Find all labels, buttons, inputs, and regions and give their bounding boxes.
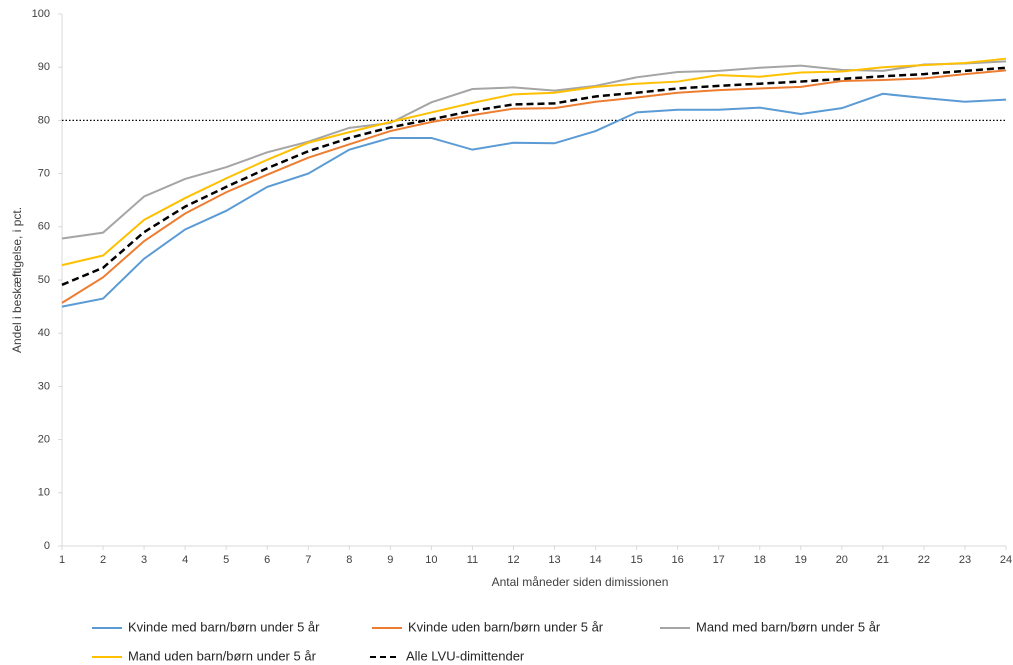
y-tick-label: 70 bbox=[38, 168, 50, 180]
x-tick-label: 15 bbox=[630, 554, 642, 566]
x-tick-label: 18 bbox=[754, 554, 766, 566]
x-tick-label: 3 bbox=[141, 554, 147, 566]
x-tick-label: 5 bbox=[223, 554, 229, 566]
series-line bbox=[61, 60, 1007, 240]
legend-label: Mand uden barn/børn under 5 år bbox=[128, 648, 317, 663]
y-tick-label: 90 bbox=[38, 61, 50, 73]
x-tick-label: 1 bbox=[59, 554, 65, 566]
legend-label: Kvinde uden barn/børn under 5 år bbox=[408, 619, 604, 634]
y-tick-label: 100 bbox=[32, 8, 50, 20]
y-axis-label: Andel i beskæftigelse, i pct. bbox=[10, 207, 24, 353]
x-tick-label: 4 bbox=[182, 554, 188, 566]
x-tick-label: 12 bbox=[507, 554, 519, 566]
x-tick-label: 23 bbox=[959, 554, 971, 566]
y-tick-label: 30 bbox=[38, 380, 50, 392]
x-tick-label: 8 bbox=[346, 554, 352, 566]
series-line bbox=[61, 57, 1007, 267]
x-axis-label: Antal måneder siden dimissionen bbox=[492, 575, 669, 589]
y-tick-label: 50 bbox=[38, 274, 50, 286]
x-tick-label: 10 bbox=[425, 554, 437, 566]
legend-label: Kvinde med barn/børn under 5 år bbox=[128, 619, 320, 634]
y-tick-label: 60 bbox=[38, 221, 50, 233]
x-tick-label: 19 bbox=[795, 554, 807, 566]
x-tick-label: 17 bbox=[713, 554, 725, 566]
legend-label: Mand med barn/børn under 5 år bbox=[696, 619, 881, 634]
y-tick-label: 10 bbox=[38, 487, 50, 499]
series-line bbox=[61, 66, 1007, 286]
x-tick-label: 13 bbox=[548, 554, 560, 566]
x-tick-label: 24 bbox=[1000, 554, 1012, 566]
x-tick-label: 2 bbox=[100, 554, 106, 566]
y-tick-label: 20 bbox=[38, 434, 50, 446]
x-tick-label: 16 bbox=[672, 554, 684, 566]
x-tick-label: 11 bbox=[467, 554, 478, 566]
legend-label: Alle LVU-dimittender bbox=[406, 648, 525, 663]
x-tick-label: 22 bbox=[918, 554, 930, 566]
y-tick-label: 80 bbox=[38, 114, 50, 126]
x-tick-label: 20 bbox=[836, 554, 848, 566]
series-line bbox=[61, 92, 1007, 308]
x-tick-label: 7 bbox=[305, 554, 311, 566]
series-line bbox=[61, 69, 1007, 304]
y-tick-label: 0 bbox=[44, 540, 50, 552]
x-tick-label: 6 bbox=[264, 554, 270, 566]
x-tick-label: 9 bbox=[387, 554, 393, 566]
x-tick-label: 21 bbox=[877, 554, 889, 566]
x-tick-label: 14 bbox=[589, 554, 601, 566]
y-tick-label: 40 bbox=[38, 327, 50, 339]
